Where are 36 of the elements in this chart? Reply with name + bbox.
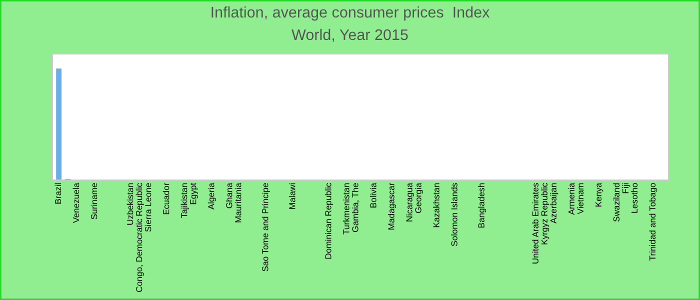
x-tick-label: Gambia, The [352, 183, 360, 232]
x-tick-label: Georgia [415, 182, 424, 213]
x-tick-label: Azerbaijan [550, 183, 558, 224]
x-tick-label: Suriname [90, 183, 98, 220]
chart-subtitle: World, Year 2015 [292, 28, 408, 42]
x-tick-label: Ecuador [162, 182, 170, 214]
x-tick-label: Trinidad and Tobago [649, 183, 658, 261]
x-tick-label: Kazakhstan [433, 183, 440, 228]
x-tick-label: Tajikistan [180, 183, 189, 218]
x-tick-label: Fiji [622, 183, 630, 194]
x-tick-label: Nicaragua [406, 182, 414, 222]
x-tick-label: Ghana [226, 182, 232, 208]
x-tick-label: Algeria [208, 182, 216, 210]
x-tick-label: Vietnam [577, 183, 584, 214]
x-tick-label: United Arab Emirates [532, 183, 538, 264]
x-tick-label: Kyrgyz Republic [541, 183, 550, 244]
x-tick-label: Mauritania [234, 182, 242, 222]
x-tick-label: Congo, Democratic Republic [136, 183, 144, 292]
x-tick-label: Bangladesh [478, 183, 486, 228]
x-tick-label: Madagascar [388, 182, 396, 230]
x-tick-label: Egypt [190, 182, 198, 204]
x-tick-label: Bolivia [370, 182, 376, 208]
x-tick-label: Brazil [54, 183, 62, 204]
x-tick-label: Swaziland [613, 183, 620, 222]
x-tick-label: Uzbekistan [126, 183, 134, 225]
chart-title: Inflation, average consumer prices Index [212, 6, 490, 21]
x-tick-label: Armenia [568, 182, 574, 215]
x-tick-label: Kenya [595, 182, 604, 206]
x-tick-label: Turkmenistan [342, 183, 350, 234]
x-tick-label: Sierra Leone [144, 183, 152, 232]
x-tick-label: Sao Tome and Principe [262, 183, 270, 272]
x-tick-label: Malawi [288, 183, 296, 209]
x-tick-label: Venezuela [72, 182, 80, 223]
x-tick-label: Dominican Republic [324, 183, 333, 259]
x-tick-label: Solomon Islands [451, 183, 458, 246]
x-tick-label: Lesotho [631, 183, 638, 213]
